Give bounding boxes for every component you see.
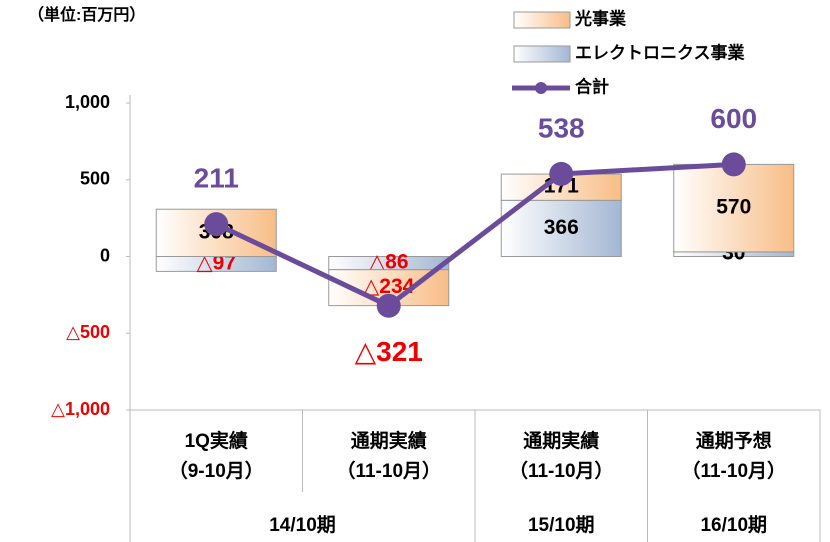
total-label: 600 bbox=[710, 103, 757, 134]
legend-label: 合計 bbox=[575, 76, 609, 96]
bar-segment bbox=[673, 163, 795, 253]
segment-label: △97 bbox=[196, 251, 236, 274]
x-tick-period: （11-10月） bbox=[336, 459, 441, 482]
y-tick-label: 500 bbox=[80, 169, 110, 189]
total-marker bbox=[721, 152, 746, 177]
y-tick-label: 1,000 bbox=[65, 92, 110, 112]
y-tick-label: △1,000 bbox=[51, 399, 110, 419]
group-label: 15/10期 bbox=[528, 514, 595, 536]
x-tick-period: （9-10月） bbox=[169, 459, 264, 482]
total-label: 538 bbox=[538, 112, 585, 143]
group-label: 14/10期 bbox=[269, 514, 336, 536]
group-label: 16/10期 bbox=[700, 514, 767, 536]
segment-label: 366 bbox=[544, 216, 579, 239]
x-tick-label: 通期実績 bbox=[523, 429, 599, 452]
legend-label: エレクトロニクス事業 bbox=[575, 42, 745, 62]
bar-segment bbox=[500, 199, 622, 257]
segment-label: △86 bbox=[369, 251, 409, 274]
segment-label: 570 bbox=[716, 196, 751, 219]
y-tick-label: △500 bbox=[66, 322, 110, 342]
total-line bbox=[215, 161, 734, 309]
legend-swatch bbox=[513, 45, 571, 63]
y-tick-label: 0 bbox=[100, 245, 110, 265]
x-tick-label: 通期予想 bbox=[696, 429, 772, 452]
x-tick-label: 通期実績 bbox=[351, 429, 427, 452]
total-marker bbox=[549, 161, 574, 186]
x-tick-period: （11-10月） bbox=[681, 459, 786, 482]
total-label: 211 bbox=[194, 163, 239, 194]
x-tick-period: （11-10月） bbox=[509, 459, 614, 482]
legend-swatch bbox=[513, 11, 571, 29]
legend-marker bbox=[535, 82, 547, 94]
total-label: △321 bbox=[355, 336, 423, 367]
total-marker bbox=[376, 293, 401, 318]
x-tick-label: 1Q実績 bbox=[185, 429, 248, 452]
unit-label: （単位:百万円） bbox=[28, 5, 145, 24]
segment-label: △234 bbox=[363, 275, 415, 298]
total-marker bbox=[204, 212, 229, 237]
legend-label: 光事業 bbox=[574, 8, 626, 28]
